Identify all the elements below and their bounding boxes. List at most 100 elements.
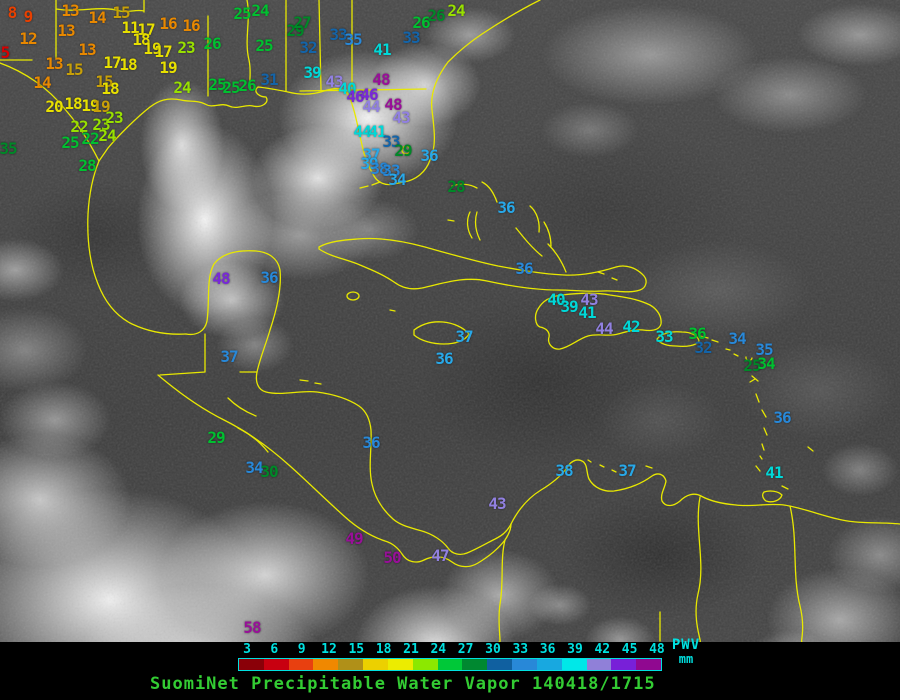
station-value: 29	[286, 21, 304, 40]
station-value: 24	[447, 1, 465, 20]
station-value: 36	[497, 198, 515, 217]
station-value: 30	[260, 462, 278, 481]
colorbar-segment	[487, 659, 513, 670]
trinidad	[762, 490, 783, 503]
station-value: 28	[447, 177, 465, 196]
station-value: 34	[757, 354, 775, 373]
station-value: 19	[92, 97, 110, 116]
legend-tick: 21	[403, 642, 419, 657]
station-value: 49	[345, 529, 363, 548]
border-texas-panhandle	[0, 0, 145, 61]
station-value: 23	[105, 108, 123, 127]
coastline-puerto-rico	[656, 331, 700, 347]
station-value: 34	[388, 170, 406, 189]
station-value: 31	[260, 70, 278, 89]
coastline-map	[0, 0, 900, 642]
lesser-antilles	[699, 335, 814, 490]
coastline-south-america	[510, 459, 900, 525]
station-value: 16	[159, 14, 177, 33]
station-value: 39	[560, 297, 578, 316]
station-value: 39	[303, 63, 321, 82]
legend-tick: 6	[270, 642, 279, 657]
station-value: 36	[435, 349, 453, 368]
station-value: 28	[78, 156, 96, 175]
station-value: 34	[728, 329, 746, 348]
legend-tick: 30	[485, 642, 501, 657]
station-value: 48	[212, 269, 230, 288]
station-value: 33	[655, 327, 673, 346]
station-value: 8	[7, 3, 18, 22]
station-value: 12	[19, 29, 37, 48]
abc-islands	[587, 459, 653, 473]
station-value: 46	[360, 85, 378, 104]
colorbar-segment	[561, 659, 587, 670]
station-value: 17	[137, 20, 155, 39]
colorbar	[238, 658, 662, 671]
colorbar-segment	[462, 659, 488, 670]
legend-tick: 33	[512, 642, 529, 657]
coastline-hispaniola	[534, 292, 662, 350]
station-value: 13	[78, 40, 96, 59]
colorbar-segment	[437, 659, 463, 670]
product-title: SuomiNet Precipitable Water Vapor 140418…	[150, 674, 656, 694]
station-value: 27	[293, 13, 311, 32]
station-value: 58	[243, 618, 261, 637]
station-value: 26	[412, 13, 430, 32]
station-value: 37	[220, 347, 238, 366]
isla-juventud	[346, 291, 360, 301]
legend-tick: 42	[594, 642, 611, 657]
borders-guatemala	[159, 333, 269, 453]
station-value: 18	[101, 79, 119, 98]
colorbar-segment	[387, 659, 413, 670]
station-value: 48	[384, 95, 402, 114]
station-value: 15	[95, 72, 113, 91]
colorbar-segment	[313, 659, 339, 670]
mm-unit-label: mm	[678, 652, 694, 666]
station-value: 44	[353, 122, 371, 141]
station-value: 19	[143, 39, 161, 58]
border-rio-grande	[0, 62, 100, 162]
station-value: 25	[61, 133, 79, 152]
station-value: 32	[299, 38, 317, 57]
station-value: 44	[595, 319, 613, 338]
legend-tick: 36	[539, 642, 556, 657]
legend-tick: 45	[621, 642, 638, 657]
station-value: 35	[755, 340, 773, 359]
coastline-yucatan-central-america	[185, 250, 512, 555]
coastline-cuba	[318, 237, 647, 293]
station-value: 40	[547, 290, 565, 309]
colorbar-segment	[239, 659, 264, 670]
station-value: 36	[260, 268, 278, 287]
station-value: 37	[455, 327, 473, 346]
station-value: 23	[177, 38, 195, 57]
coastline-colombia-pacific	[498, 539, 506, 642]
station-value: 33	[382, 161, 400, 180]
station-value: 17	[103, 53, 121, 72]
station-value: 25	[208, 75, 226, 94]
colorbar-segment	[536, 659, 562, 670]
colorbar-segment	[636, 659, 662, 670]
legend-tick: 24	[430, 642, 447, 657]
station-value: 14	[88, 8, 106, 27]
colorbar-segment	[363, 659, 388, 670]
lake-okeechobee	[401, 145, 411, 155]
station-value: 25	[233, 4, 251, 23]
colorbar-segment	[611, 659, 637, 670]
station-value: 46	[346, 87, 364, 106]
station-value: 32	[694, 338, 712, 357]
station-value: 13	[61, 1, 79, 20]
station-value: 41	[373, 40, 391, 59]
colorbar-segment	[512, 659, 537, 670]
station-value: 29	[207, 428, 225, 447]
station-value: 36	[420, 146, 438, 165]
legend-tick: 27	[457, 642, 474, 657]
station-value: 22	[81, 129, 99, 148]
station-value: 24	[173, 78, 191, 97]
station-value: 36	[362, 433, 380, 452]
colorbar-segment	[263, 659, 289, 670]
station-value: 39	[360, 154, 378, 173]
station-value: 25	[743, 356, 761, 375]
colorbar-segment	[586, 659, 612, 670]
station-value: 33	[329, 25, 347, 44]
